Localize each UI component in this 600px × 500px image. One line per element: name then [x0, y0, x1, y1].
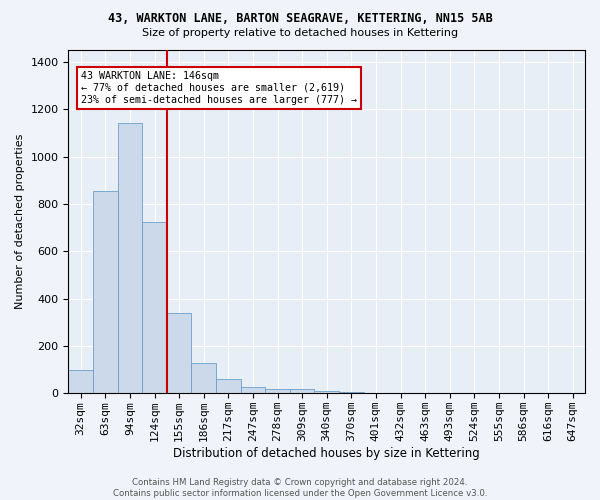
Bar — [142, 222, 167, 394]
Bar — [118, 124, 142, 394]
Text: Contains HM Land Registry data © Crown copyright and database right 2024.
Contai: Contains HM Land Registry data © Crown c… — [113, 478, 487, 498]
Bar — [167, 313, 191, 394]
Bar — [241, 386, 265, 394]
Bar — [339, 392, 364, 394]
Bar — [93, 191, 118, 394]
Bar — [216, 379, 241, 394]
X-axis label: Distribution of detached houses by size in Kettering: Distribution of detached houses by size … — [173, 447, 480, 460]
Bar — [290, 389, 314, 394]
Y-axis label: Number of detached properties: Number of detached properties — [15, 134, 25, 310]
Text: Size of property relative to detached houses in Kettering: Size of property relative to detached ho… — [142, 28, 458, 38]
Bar — [314, 391, 339, 394]
Bar — [191, 362, 216, 394]
Bar — [68, 370, 93, 394]
Text: 43, WARKTON LANE, BARTON SEAGRAVE, KETTERING, NN15 5AB: 43, WARKTON LANE, BARTON SEAGRAVE, KETTE… — [107, 12, 493, 26]
Bar — [265, 388, 290, 394]
Text: 43 WARKTON LANE: 146sqm
← 77% of detached houses are smaller (2,619)
23% of semi: 43 WARKTON LANE: 146sqm ← 77% of detache… — [81, 72, 357, 104]
